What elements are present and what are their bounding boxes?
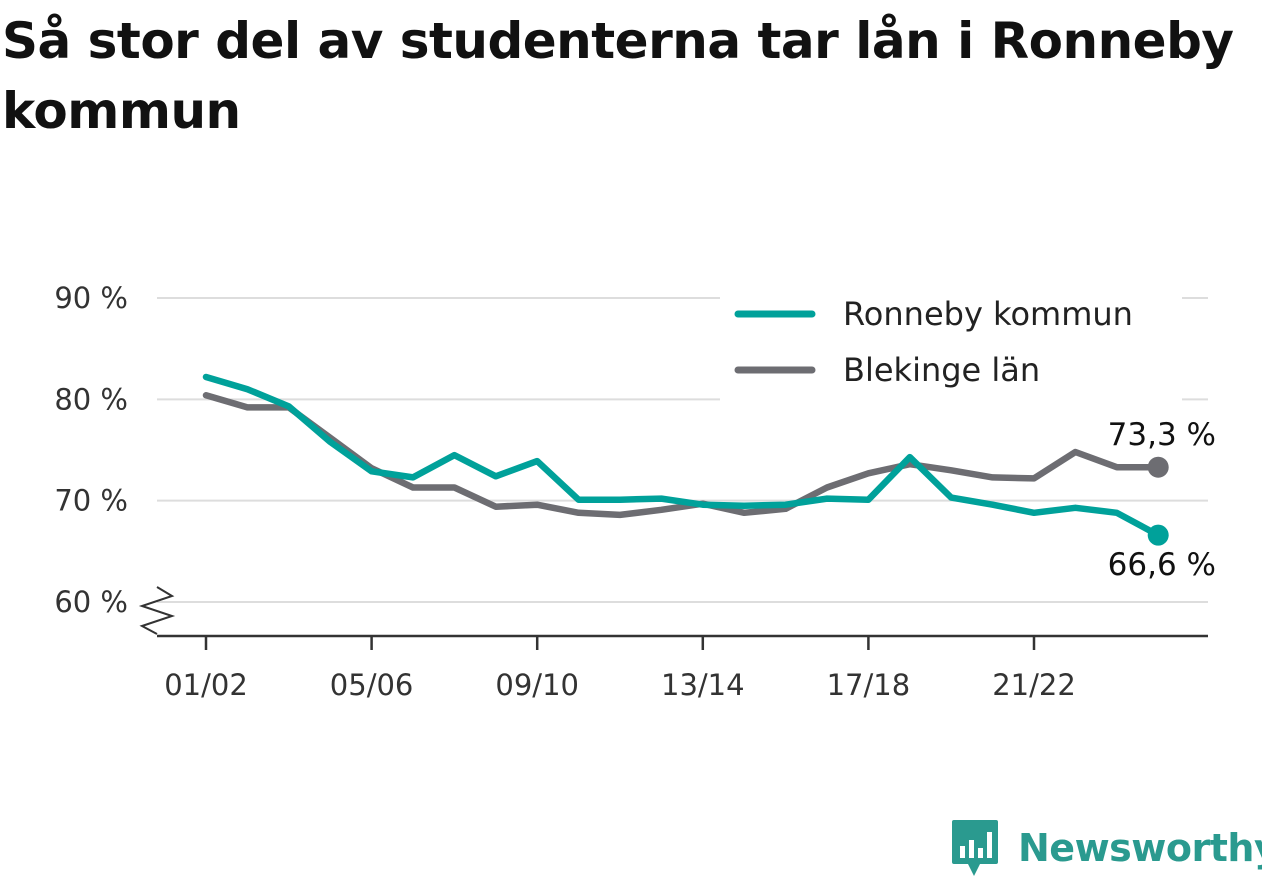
x-tick-label: 21/22 [992,668,1076,702]
legend: Ronneby kommun Blekinge län [720,290,1182,402]
series-end-dot [1147,524,1169,546]
y-tick-label: 80 % [54,382,128,416]
axis-break-icon [138,586,176,635]
x-axis [138,586,1208,638]
legend-label: Blekinge län [843,351,1040,389]
series-lines [202,373,1169,546]
x-tick-label: 09/10 [495,668,579,702]
y-tick-label: 70 % [54,484,128,518]
x-tick-label: 05/06 [330,668,414,702]
end-labels: 66,6 % 73,3 % [1108,417,1216,583]
y-tick-label: 60 % [54,585,128,619]
y-axis-ticks: 60 % 70 % 80 % 90 % [54,281,128,619]
chart-bubble-icon [952,820,998,876]
x-tick-label: 13/14 [661,668,745,702]
legend-label: Ronneby kommun [843,295,1133,333]
x-axis-ticks: 01/02 05/06 09/10 13/14 17/18 21/22 [164,636,1076,702]
x-tick-label: 01/02 [164,668,248,702]
series-line [202,373,1162,539]
y-tick-label: 90 % [54,281,128,315]
chart-title: Så stor del av studenterna tar lån i Ron… [2,12,1234,140]
end-value-label: 66,6 % [1108,547,1216,583]
end-value-label: 73,3 % [1108,417,1216,453]
newsworthy-logo: Newsworthy [950,818,1262,878]
series-end-dot [1147,456,1169,478]
brand-name: Newsworthy [1018,826,1262,870]
legend-background [720,290,1182,402]
x-tick-label: 17/18 [827,668,911,702]
